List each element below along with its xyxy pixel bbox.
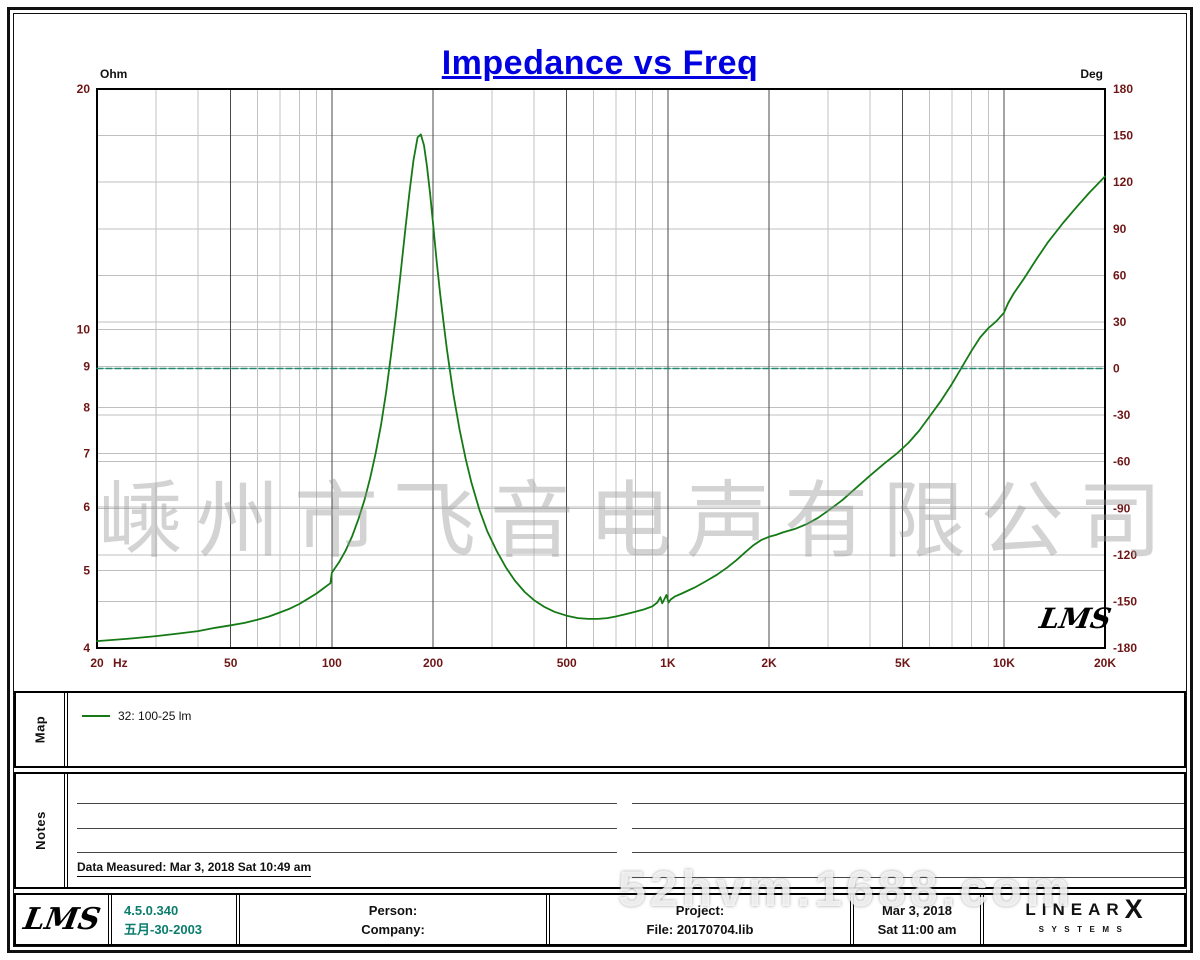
impedance-vs-freq-plot: 20 10 9 8 7 6 5 4 180 150 120 90 60 30 0 -30 -60 -90 -120 -… <box>77 67 1138 670</box>
footer-date-cell: Mar 3, 2018 Sat 11:00 am <box>850 895 980 944</box>
lms-logo-footer: LMS <box>20 902 104 937</box>
svg-text:150: 150 <box>1113 129 1133 143</box>
map-label: Map <box>32 715 48 744</box>
svg-text:2K: 2K <box>761 656 777 670</box>
lms-logo-chart: LMS <box>1037 602 1114 635</box>
measurement-date: Mar 3, 2018 <box>881 903 953 918</box>
svg-text:200: 200 <box>423 656 443 670</box>
notes-side-cell: Notes <box>16 774 68 887</box>
notes-line <box>632 828 1184 829</box>
legend-text: 32: 100-25 lm <box>118 709 192 723</box>
chart-section: Impedance vs Freq 20 10 9 8 7 6 5 4 180 150 120 90 6… <box>14 14 1186 690</box>
map-content: 32: 100-25 lm <box>68 693 1184 766</box>
svg-text:-90: -90 <box>1113 501 1131 515</box>
footer-version-cell: 4.5.0.340 五月-30-2003 <box>108 895 236 944</box>
svg-text:9: 9 <box>83 359 90 373</box>
notes-line <box>77 852 617 853</box>
svg-text:Deg: Deg <box>1080 67 1103 81</box>
notes-line <box>77 828 617 829</box>
footer: LMS 4.5.0.340 五月-30-2003 Person: Company… <box>14 893 1186 946</box>
data-measured-text: Data Measured: Mar 3, 2018 Sat 10:49 am <box>77 860 312 877</box>
svg-text:5K: 5K <box>895 656 911 670</box>
notes-line <box>632 877 1184 878</box>
svg-text:20: 20 <box>77 82 91 96</box>
svg-text:8: 8 <box>83 400 90 414</box>
legend-line-swatch <box>82 715 110 717</box>
notes-label: Notes <box>32 811 48 850</box>
svg-text:6: 6 <box>83 500 90 514</box>
svg-text:0: 0 <box>1113 362 1120 376</box>
svg-text:20: 20 <box>90 656 104 670</box>
notes-section: Notes Data Measured: Mar 3, 2018 Sat 10:… <box>14 772 1186 889</box>
svg-text:10: 10 <box>77 323 91 337</box>
svg-text:Hz: Hz <box>113 656 128 670</box>
footer-brand-cell: LINEARX SYSTEMS <box>980 895 1184 944</box>
person-label: Person: <box>368 903 418 918</box>
notes-line <box>632 852 1184 853</box>
measurement-time: Sat 11:00 am <box>877 922 957 937</box>
svg-text:-180: -180 <box>1113 641 1137 655</box>
linearx-systems-label: SYSTEMS <box>1038 925 1130 934</box>
map-side-cell: Map <box>16 693 68 766</box>
svg-text:100: 100 <box>322 656 342 670</box>
svg-text:500: 500 <box>557 656 577 670</box>
svg-text:5: 5 <box>83 563 90 577</box>
svg-text:1K: 1K <box>660 656 676 670</box>
legend-row: 32: 100-25 lm <box>82 709 191 723</box>
notes-line <box>77 803 617 804</box>
svg-text:180: 180 <box>1113 82 1133 96</box>
svg-text:30: 30 <box>1113 315 1127 329</box>
svg-text:20K: 20K <box>1094 656 1116 670</box>
footer-person-cell: Person: Company: <box>236 895 546 944</box>
svg-text:-120: -120 <box>1113 548 1137 562</box>
footer-lms-logo-cell: LMS <box>16 895 108 944</box>
map-section: Map 32: 100-25 lm <box>14 691 1186 768</box>
svg-text:60: 60 <box>1113 268 1127 282</box>
svg-text:50: 50 <box>224 656 238 670</box>
svg-text:4: 4 <box>83 641 90 655</box>
svg-text:7: 7 <box>83 447 90 461</box>
notes-content: Data Measured: Mar 3, 2018 Sat 10:49 am <box>68 774 1184 887</box>
version-date: 五月-30-2003 <box>124 922 203 937</box>
company-label: Company: <box>361 922 425 937</box>
svg-text:-60: -60 <box>1113 455 1131 469</box>
notes-line <box>632 803 1184 804</box>
linearx-logo: LINEARX <box>1025 894 1143 924</box>
svg-text:-150: -150 <box>1113 594 1137 608</box>
chart-title: Impedance vs Freq <box>441 44 759 82</box>
footer-project-cell: Project: File: 20170704.lib <box>546 895 850 944</box>
svg-text:10K: 10K <box>993 656 1015 670</box>
project-label: Project: <box>675 903 725 918</box>
svg-text:120: 120 <box>1113 175 1133 189</box>
svg-text:90: 90 <box>1113 222 1127 236</box>
svg-text:Ohm: Ohm <box>100 67 127 81</box>
file-label: File: 20170704.lib <box>646 922 754 937</box>
version-number: 4.5.0.340 <box>124 903 179 918</box>
svg-text:-30: -30 <box>1113 408 1131 422</box>
